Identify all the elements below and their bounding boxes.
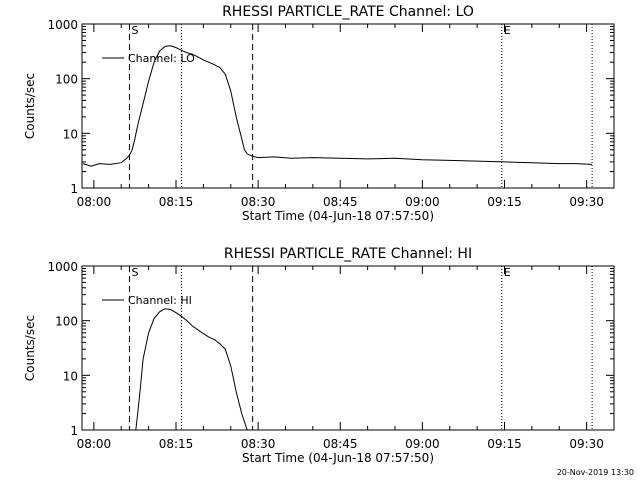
panel1-marker-label: E xyxy=(504,24,511,37)
panel2-x-tick-label: 09:00 xyxy=(405,437,440,451)
panel2-x-tick-label: 08:15 xyxy=(159,437,194,451)
panel2-x-tick-label: 09:15 xyxy=(487,437,522,451)
panel2-title: RHESSI PARTICLE_RATE Channel: HI xyxy=(224,246,472,262)
panel2-series-line xyxy=(135,308,248,431)
panel1-y-tick-label: 100 xyxy=(55,73,78,87)
panel1-x-tick-label: 09:00 xyxy=(405,195,440,209)
panel1-x-tick-label: 09:30 xyxy=(569,195,604,209)
panel2-marker-label: S xyxy=(131,266,138,279)
panel2-marker-label: E xyxy=(504,266,511,279)
panel2-y-tick-label: 10 xyxy=(63,369,78,383)
panel2-legend-label: Channel: HI xyxy=(128,294,192,307)
panel1-x-tick-label: 08:45 xyxy=(323,195,358,209)
panel1-y-tick-label: 1 xyxy=(70,182,78,196)
panel2-y-tick-label: 1000 xyxy=(47,260,78,274)
panel1-y-tick-label: 1000 xyxy=(47,18,78,32)
panel2-x-tick-label: 08:45 xyxy=(323,437,358,451)
panel2-plot-frame xyxy=(81,265,615,431)
panel1-y-tick-label: 10 xyxy=(63,127,78,141)
panel1-x-tick-label: 08:00 xyxy=(77,195,112,209)
panel2-y-axis-label: Counts/sec xyxy=(23,315,37,381)
panel1-title: RHESSI PARTICLE_RATE Channel: LO xyxy=(222,4,474,20)
panel1-plot-frame xyxy=(81,23,615,189)
panel1-x-axis-label: Start Time (04-Jun-18 07:57:50) xyxy=(242,209,434,223)
panel2-x-tick-label: 09:30 xyxy=(569,437,604,451)
panel1-x-tick-label: 08:30 xyxy=(241,195,276,209)
panel2-x-tick-label: 08:00 xyxy=(77,437,112,451)
panel1-legend-label: Channel: LO xyxy=(128,52,195,65)
panel1-series-line xyxy=(82,45,593,167)
panel2-x-axis-label: Start Time (04-Jun-18 07:57:50) xyxy=(242,451,434,465)
panel1-x-tick-label: 08:15 xyxy=(159,195,194,209)
panel1-x-tick-label: 09:15 xyxy=(487,195,522,209)
panel1-y-axis-label: Counts/sec xyxy=(23,73,37,139)
panel2-x-tick-label: 08:30 xyxy=(241,437,276,451)
panel1-marker-label: S xyxy=(131,24,138,37)
panel2-y-tick-label: 1 xyxy=(70,424,78,438)
footer-timestamp: 20-Nov-2019 13:30 xyxy=(557,468,634,477)
panel2-y-tick-label: 100 xyxy=(55,315,78,329)
